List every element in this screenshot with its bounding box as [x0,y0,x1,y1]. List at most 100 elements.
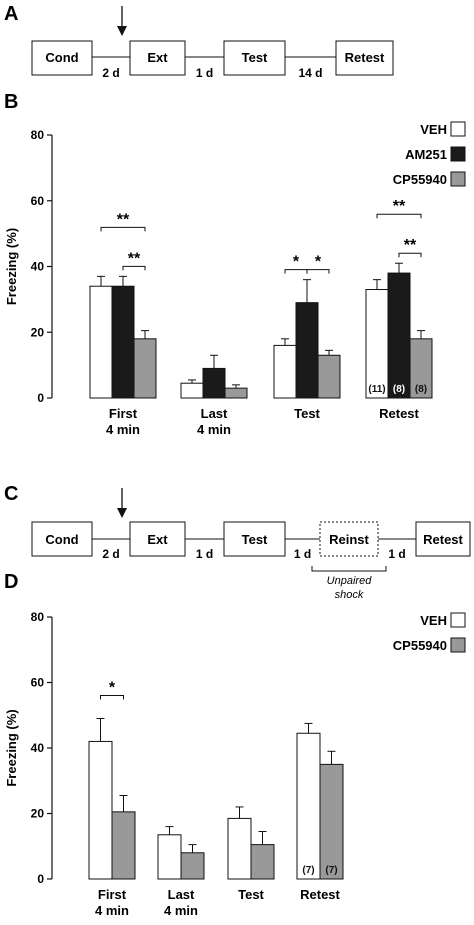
timeline-a-gap-2: 1 d [196,66,213,80]
y-tick-label: 0 [37,391,44,405]
unpaired-shock-bracket [311,566,387,572]
bar-am251 [387,272,411,399]
significance-bracket [100,226,146,232]
y-tick-label: 40 [31,741,45,755]
y-axis-label: Freezing (%) [4,228,19,305]
timeline-c-box-reinst [319,521,379,557]
significance-bracket [100,695,124,700]
bar-cp55940 [111,811,136,880]
legend-swatch-cp55940 [450,171,466,187]
timeline-c-gap-2: 1 d [196,547,213,561]
legend-swatch-veh [450,612,466,628]
timeline-c-label-cond: Cond [45,532,78,547]
y-tick-label: 60 [31,676,45,690]
significance-bracket [122,265,146,271]
panel-letter-b: B [4,91,18,113]
injection-arrowhead-a [117,26,127,36]
timeline-c-gap-3: 1 d [294,547,311,561]
panel-letter-d: D [4,571,18,593]
timeline-c-box-retest [415,521,471,557]
significance-marker: ** [117,211,130,228]
bar-cp55940 [224,387,248,399]
timeline-a-label-test: Test [242,50,268,65]
panel-letter-a: A [4,3,18,25]
y-tick-label: 40 [31,260,45,274]
significance-marker: * [109,680,116,697]
y-tick-label: 20 [31,807,45,821]
bar-veh [180,382,204,399]
bar-veh [89,285,113,399]
timeline-c-gap-4: 1 d [388,547,405,561]
timeline-a-label-cond: Cond [45,50,78,65]
bar-veh [296,732,321,880]
bar-veh [157,834,182,880]
significance-marker: ** [393,198,406,215]
timeline-a-box-retest [335,40,394,76]
significance-bracket [306,269,330,274]
timeline-a-gap-3: 14 d [298,66,322,80]
unpaired-shock-note-line1: Unpaired [327,575,373,587]
legend-swatch-cp55940 [450,637,466,653]
bar-cp55940 [133,338,157,399]
timeline-c-label-test: Test [242,532,268,547]
timeline-a-label-ext: Ext [147,50,168,65]
bar-cp55940 [317,354,341,399]
significance-marker: ** [128,250,141,267]
sample-size-label: (8) [393,384,405,395]
x-category-label-line2: 4 min [95,903,129,918]
y-tick-label: 20 [31,325,45,339]
bar-veh [227,817,252,880]
x-category-label: Last [201,406,228,421]
injection-arrowhead-c [117,508,127,518]
panel-letter-c: C [4,483,18,505]
y-tick-label: 0 [37,872,44,886]
bar-am251 [202,367,226,399]
unpaired-shock-note-line2: shock [335,589,364,601]
bar-cp55940 [250,844,275,880]
bar-am251 [111,285,135,399]
timeline-a-box-ext [129,40,186,76]
legend-swatch-am251 [450,146,466,162]
sample-size-label: (8) [415,384,427,395]
x-category-label-line2: 4 min [197,422,231,437]
x-category-label-line2: 4 min [164,903,198,918]
legend-label: AM251 [405,147,447,162]
bar-veh [365,289,389,399]
bar-veh [88,740,113,880]
x-category-label: Test [238,887,264,902]
significance-bracket [376,213,422,219]
significance-marker: * [293,254,300,271]
timeline-c-box-cond [31,521,93,557]
timeline-a-box-cond [31,40,93,76]
timeline-c-label-reinst: Reinst [329,532,369,547]
y-tick-label: 60 [31,194,45,208]
timeline-c-label-retest: Retest [423,532,463,547]
bar-am251 [295,302,319,399]
sample-size-label: (7) [325,865,337,876]
legend-label: CP55940 [393,172,447,187]
y-tick-label: 80 [31,128,45,142]
x-category-label: Last [168,887,195,902]
y-tick-label: 80 [31,610,45,624]
y-axis-label: Freezing (%) [4,709,19,786]
bar-veh [273,344,297,399]
bar-cp55940 [180,852,205,880]
x-category-label: Test [294,406,320,421]
legend-label: VEH [420,122,447,137]
timeline-a-gap-1: 2 d [102,66,119,80]
timeline-c-gap-1: 2 d [102,547,119,561]
x-category-label-line2: 4 min [106,422,140,437]
x-category-label: First [98,887,127,902]
timeline-a-label-retest: Retest [345,50,385,65]
legend-label: CP55940 [393,638,447,653]
timeline-c-box-test [223,521,286,557]
bar-cp55940 [319,763,344,880]
significance-marker: * [315,254,322,271]
x-category-label: Retest [379,406,419,421]
x-category-label: First [109,406,138,421]
legend-label: VEH [420,613,447,628]
timeline-c: Cond Ext Test Reinst Retest 2 d 1 d 1 d … [31,488,471,601]
